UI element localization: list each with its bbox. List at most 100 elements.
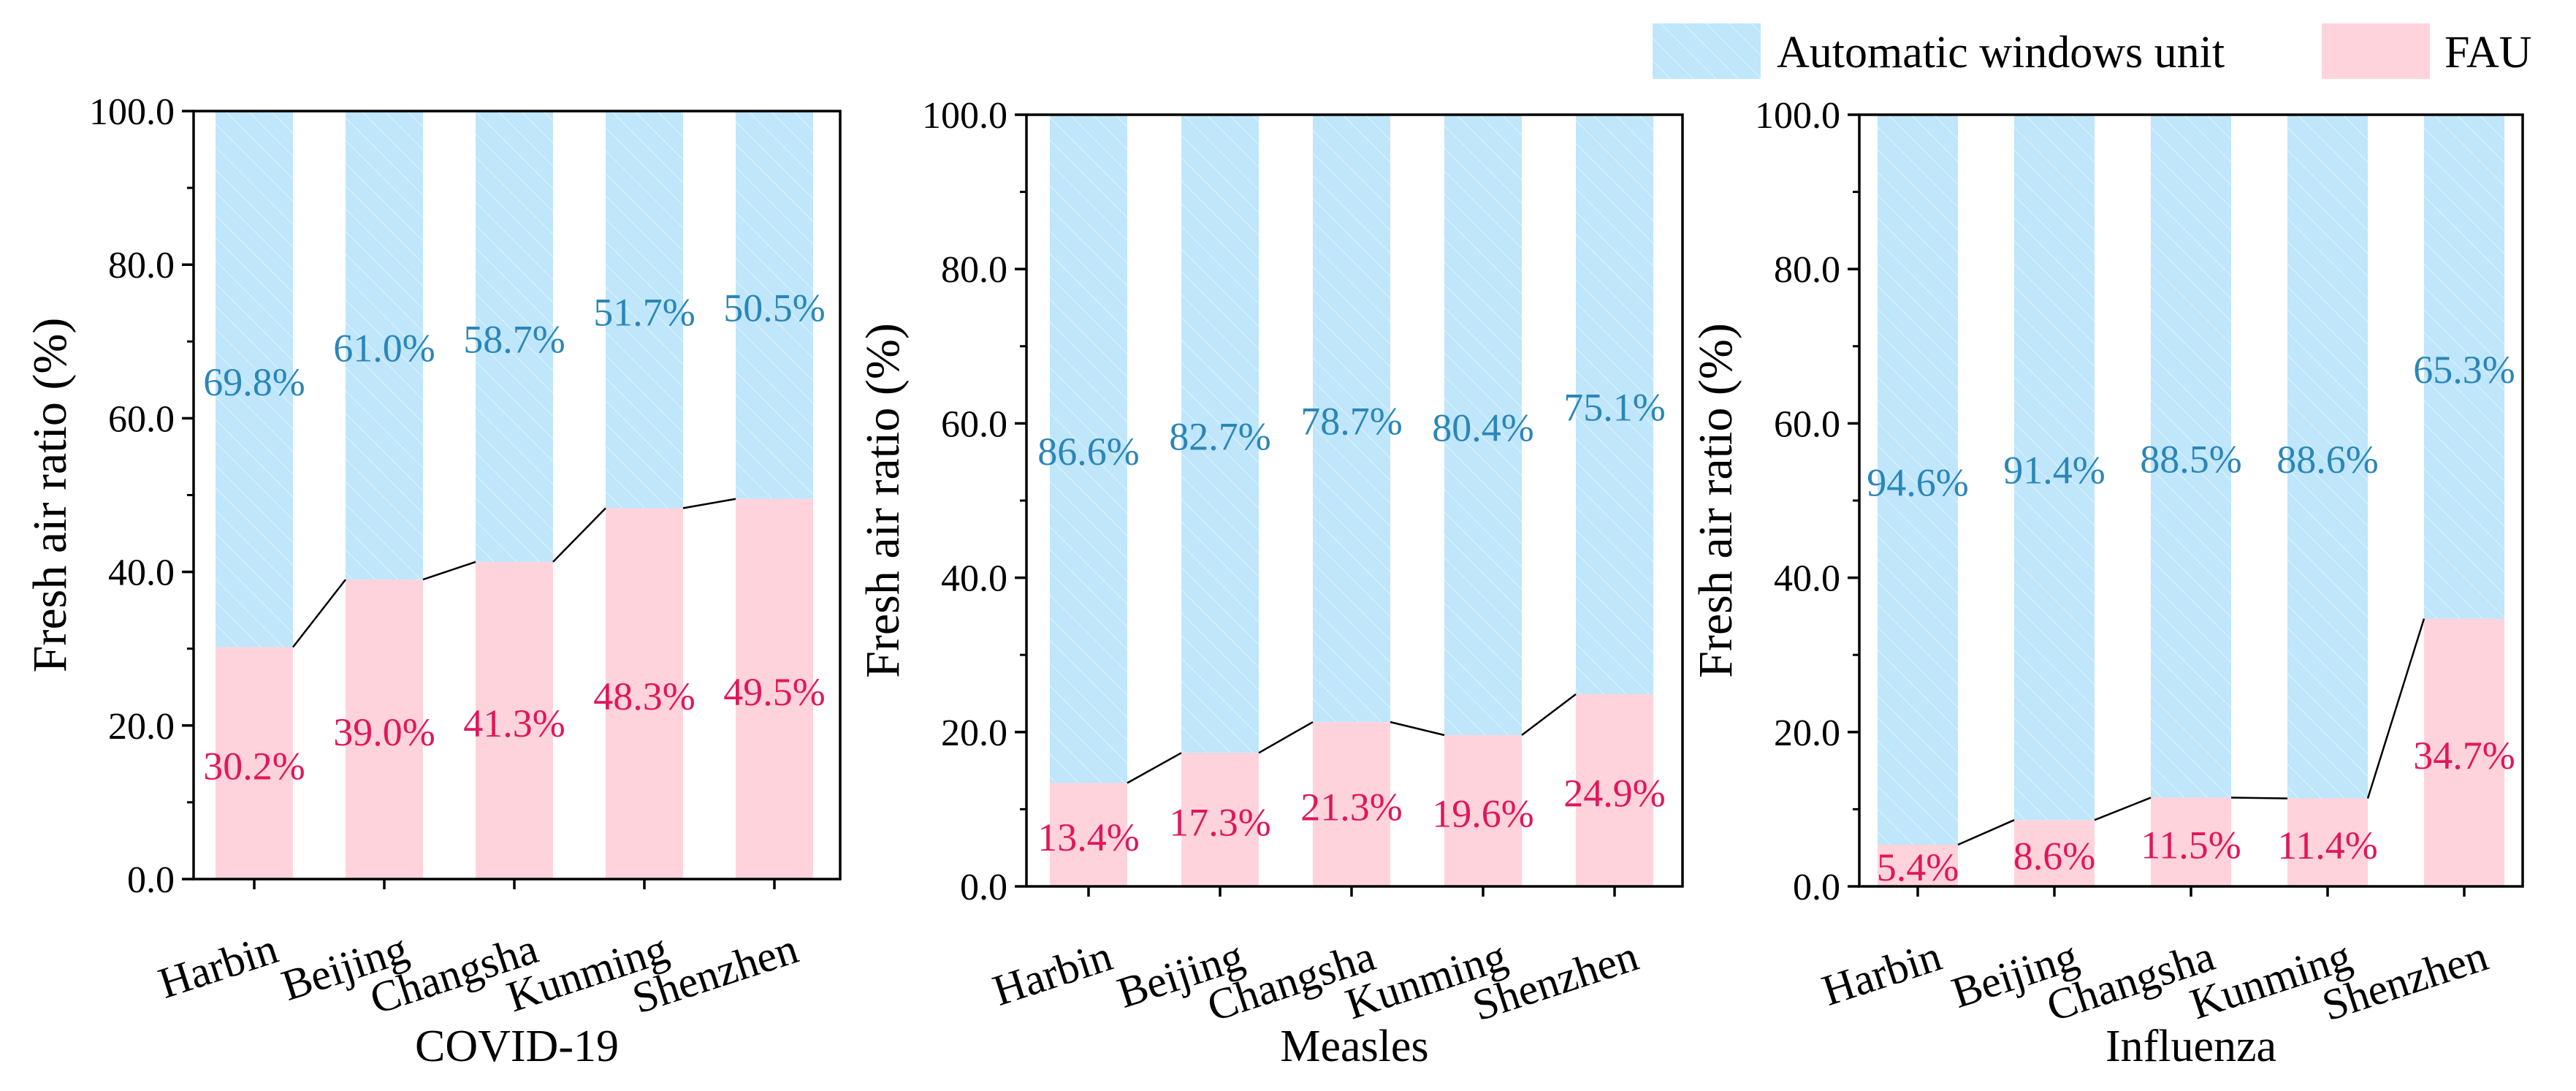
y-tick-label: 100.0 xyxy=(922,95,1007,137)
data-label-fau: 21.3% xyxy=(1300,786,1402,829)
data-label-awu: 58.7% xyxy=(463,317,565,361)
x-tick-label: Harbin xyxy=(1816,932,1947,1015)
y-tick-label: 20.0 xyxy=(1774,712,1840,754)
bar-awu-hatch xyxy=(2287,115,2368,799)
data-label-awu: 82.7% xyxy=(1169,415,1270,459)
bar-fau xyxy=(2151,797,2231,886)
data-label-fau: 24.9% xyxy=(1563,772,1665,816)
data-label-awu: 91.4% xyxy=(2003,449,2105,493)
data-label-awu: 80.4% xyxy=(1432,406,1533,450)
bar-awu-hatch xyxy=(736,111,813,499)
connector-line xyxy=(292,579,346,648)
connector-line xyxy=(1521,693,1577,737)
y-tick-label: 80.0 xyxy=(1774,249,1840,291)
data-label-fau: 34.7% xyxy=(2413,734,2515,778)
y-tick-label: 60.0 xyxy=(108,398,175,440)
connector-line xyxy=(682,498,736,509)
chart-panel-1: 13.4% 86.6% 17.3% 82.7% 21.3% 78.7% 19.6% 80.4%… xyxy=(856,95,1684,1071)
data-label-awu: 75.1% xyxy=(1563,386,1665,430)
bar-fau xyxy=(2014,820,2095,886)
bar-fau xyxy=(1576,694,1653,886)
bar-awu-hatch xyxy=(2151,115,2231,798)
connector-line xyxy=(1258,721,1314,754)
data-label-awu: 61.0% xyxy=(333,327,435,370)
x-axis-title: Measles xyxy=(1280,1022,1428,1071)
bar-awu-hatch xyxy=(2424,115,2504,619)
connector-line xyxy=(2094,797,2152,821)
legend-swatch-fau xyxy=(2322,23,2430,79)
data-label-awu: 51.7% xyxy=(593,291,695,335)
data-label-fau: 19.6% xyxy=(1432,792,1533,836)
chart-panel-2: 5.4% 94.6% 8.6% 91.4% 11.5% 88.5% 11.4% 88.6% 34… xyxy=(1689,95,2524,1071)
y-tick-label: 100.0 xyxy=(89,91,175,133)
bar-awu-hatch xyxy=(1576,115,1653,695)
data-label-fau: 5.4% xyxy=(1877,845,1959,889)
bar-fau xyxy=(736,498,813,879)
bar-fau xyxy=(1181,753,1259,886)
bar-fau xyxy=(1878,844,1958,886)
y-tick-label: 80.0 xyxy=(941,249,1007,291)
connector-line xyxy=(1127,752,1182,784)
data-label-fau: 48.3% xyxy=(593,674,695,718)
charts-container: 30.2% 69.8% 39.0% 61.0% 41.3% 58.7% 48.3% 51.7%… xyxy=(23,91,2524,1071)
data-label-fau: 30.2% xyxy=(203,744,305,788)
bar-awu-hatch xyxy=(606,111,683,509)
y-tick-label: 40.0 xyxy=(941,558,1007,600)
data-label-awu: 50.5% xyxy=(723,286,825,330)
y-tick-label: 60.0 xyxy=(1774,403,1840,445)
bar-fau xyxy=(476,561,553,879)
legend-label-fau: FAU xyxy=(2444,28,2531,77)
connector-line xyxy=(422,560,476,581)
data-label-awu: 69.8% xyxy=(203,360,305,404)
data-label-fau: 8.6% xyxy=(2013,835,2095,878)
bar-awu-hatch xyxy=(1444,115,1522,736)
connector-line xyxy=(2366,618,2426,799)
x-tick-label: Harbin xyxy=(153,924,283,1008)
bar-awu-hatch xyxy=(1050,115,1127,783)
y-tick-label: 0.0 xyxy=(1793,867,1840,908)
bar-fau xyxy=(606,508,683,879)
y-axis-label: Fresh air ratio (%) xyxy=(856,323,910,678)
y-tick-label: 40.0 xyxy=(108,552,175,594)
y-tick-label: 60.0 xyxy=(941,403,1007,445)
data-label-fau: 11.4% xyxy=(2277,824,2377,867)
y-tick-label: 0.0 xyxy=(127,859,175,901)
data-label-awu: 65.3% xyxy=(2413,348,2515,392)
chart-panel-0: 30.2% 69.8% 39.0% 61.0% 41.3% 58.7% 48.3% 51.7%… xyxy=(23,91,842,1071)
bar-awu-hatch xyxy=(1181,115,1259,753)
bar-awu-hatch xyxy=(476,111,553,562)
bar-fau xyxy=(346,579,423,879)
y-tick-label: 100.0 xyxy=(1755,95,1840,137)
connector-line xyxy=(552,507,606,563)
bar-awu-hatch xyxy=(216,111,293,647)
bar-awu-hatch xyxy=(2014,115,2095,821)
y-tick-label: 80.0 xyxy=(108,245,175,286)
x-tick-label: Harbin xyxy=(987,932,1118,1015)
y-tick-label: 40.0 xyxy=(1774,558,1840,600)
bar-fau xyxy=(2424,618,2504,886)
data-label-awu: 94.6% xyxy=(1867,460,1968,504)
legend-label-awu: Automatic windows unit xyxy=(1777,28,2225,77)
data-label-fau: 49.5% xyxy=(723,670,825,714)
y-tick-label: 0.0 xyxy=(960,867,1007,908)
bar-awu-hatch xyxy=(1878,115,1958,845)
data-label-fau: 41.3% xyxy=(463,702,565,745)
bar-fau xyxy=(1050,783,1127,886)
legend-swatch-awu-hatch xyxy=(1653,23,1761,79)
data-label-awu: 88.6% xyxy=(2276,438,2378,482)
y-axis-label: Fresh air ratio (%) xyxy=(23,318,77,673)
bar-awu-hatch xyxy=(1313,115,1390,723)
data-label-fau: 39.0% xyxy=(333,710,435,754)
data-label-fau: 11.5% xyxy=(2141,823,2241,867)
connector-line xyxy=(1390,721,1445,737)
y-tick-label: 20.0 xyxy=(108,706,175,748)
bar-fau xyxy=(216,647,293,879)
x-axis-title: Influenza xyxy=(2106,1022,2276,1071)
bar-fau xyxy=(1444,735,1522,886)
data-label-awu: 78.7% xyxy=(1300,400,1402,444)
legend: Automatic windows unit FAU xyxy=(1653,23,2531,79)
y-axis-label: Fresh air ratio (%) xyxy=(1689,323,1742,678)
data-label-awu: 88.5% xyxy=(2140,437,2241,481)
data-label-fau: 17.3% xyxy=(1169,801,1270,845)
